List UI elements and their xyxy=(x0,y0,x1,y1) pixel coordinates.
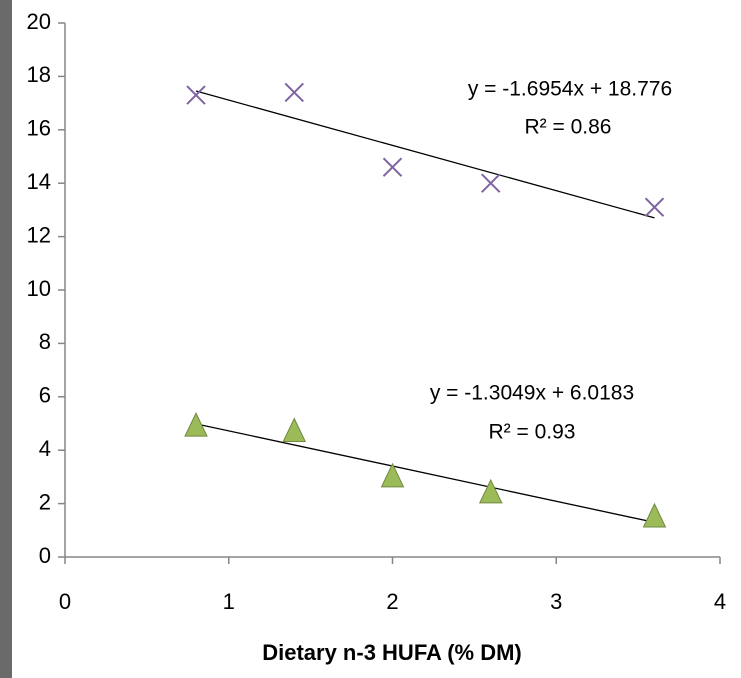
y-tick-label: 2 xyxy=(39,489,51,514)
point xyxy=(481,173,501,193)
point xyxy=(478,478,503,504)
point xyxy=(644,197,665,217)
x-tick-label: 2 xyxy=(386,589,398,614)
y-tick-label: 10 xyxy=(27,276,51,301)
point xyxy=(380,462,405,488)
y-tick-label: 12 xyxy=(27,222,51,247)
point xyxy=(186,85,206,105)
y-tick-label: 14 xyxy=(27,169,51,194)
trendline xyxy=(195,90,655,219)
point xyxy=(382,157,403,177)
y-tick-label: 20 xyxy=(27,9,51,34)
point xyxy=(282,417,307,443)
x-tick-label: 0 xyxy=(59,589,71,614)
x-tick-label: 4 xyxy=(714,589,726,614)
y-tick-label: 0 xyxy=(39,543,51,568)
point xyxy=(284,82,304,103)
annotation: y = -1.6954x + 18.776 xyxy=(468,78,672,101)
y-tick-label: 16 xyxy=(27,116,51,141)
annotation: R² = 0.93 xyxy=(489,421,576,444)
y-tick-label: 18 xyxy=(27,62,51,87)
x-axis-label: Dietary n-3 HUFA (% DM) xyxy=(262,640,522,665)
x-tick-label: 1 xyxy=(223,589,235,614)
annotation: R² = 0.86 xyxy=(525,116,612,139)
trendline xyxy=(195,423,655,524)
y-tick-label: 4 xyxy=(39,436,51,461)
annotation: y = -1.3049x + 6.0183 xyxy=(430,382,634,405)
background-strip xyxy=(0,0,12,678)
x-tick-label: 3 xyxy=(550,589,562,614)
y-tick-label: 6 xyxy=(39,383,51,408)
point xyxy=(184,412,208,437)
y-tick-label: 8 xyxy=(39,329,51,354)
point xyxy=(642,502,667,528)
